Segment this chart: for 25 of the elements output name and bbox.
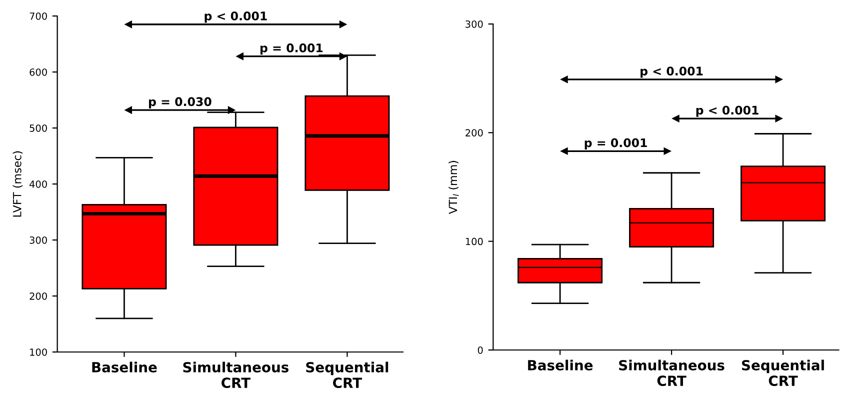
y-axis-title: LVFT (msec) [12, 151, 23, 217]
x-tick-label: Sequential CRT [306, 362, 388, 388]
annotation: p = 0.001 [584, 138, 647, 150]
annotation: p < 0.001 [640, 66, 703, 78]
y-tick-label: 0 [478, 346, 483, 354]
annotation: p < 0.001 [696, 106, 758, 117]
y-tick-label: 200 [466, 129, 483, 136]
annotation: p < 0.001 [204, 12, 267, 23]
annotation: p = 0.001 [260, 43, 323, 55]
x-tick-label: Baseline [92, 362, 157, 372]
x-tick-label: Simultaneous CRT [183, 362, 289, 388]
x-tick-label: Baseline [528, 360, 593, 370]
y-tick-label: 300 [466, 20, 483, 28]
y-tick-label: 500 [30, 124, 47, 132]
x-tick-label: Simultaneous CRT [619, 360, 724, 386]
y-tick-label: 300 [30, 236, 47, 244]
y-tick-label: 100 [30, 348, 47, 356]
y-tick-label: 200 [30, 292, 47, 300]
y-tick-label: 100 [466, 238, 483, 246]
annotation: p = 0.030 [149, 97, 212, 108]
x-tick-label: Sequential CRT [742, 360, 824, 386]
y-tick-label: 400 [30, 180, 47, 188]
y-axis-title: VTI$_{l}$ (mm) [448, 160, 459, 214]
y-tick-label: 600 [30, 68, 47, 76]
y-tick-label: 700 [30, 12, 47, 20]
